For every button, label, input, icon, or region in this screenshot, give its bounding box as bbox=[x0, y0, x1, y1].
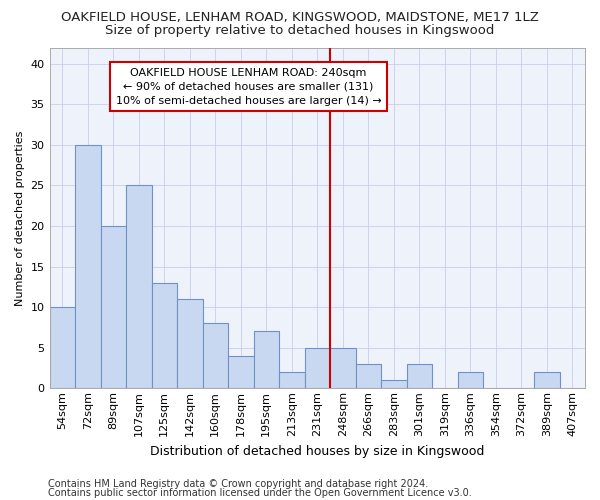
Bar bbox=[203, 324, 228, 388]
Text: OAKFIELD HOUSE LENHAM ROAD: 240sqm
← 90% of detached houses are smaller (131)
10: OAKFIELD HOUSE LENHAM ROAD: 240sqm ← 90%… bbox=[116, 68, 382, 106]
Bar bbox=[50, 307, 75, 388]
Bar bbox=[305, 348, 330, 389]
Bar bbox=[228, 356, 254, 388]
Bar bbox=[407, 364, 432, 388]
Text: Contains HM Land Registry data © Crown copyright and database right 2024.: Contains HM Land Registry data © Crown c… bbox=[48, 479, 428, 489]
Bar bbox=[381, 380, 407, 388]
X-axis label: Distribution of detached houses by size in Kingswood: Distribution of detached houses by size … bbox=[150, 444, 484, 458]
Bar bbox=[330, 348, 356, 389]
Bar bbox=[254, 332, 279, 388]
Bar bbox=[126, 186, 152, 388]
Bar bbox=[534, 372, 560, 388]
Bar bbox=[101, 226, 126, 388]
Bar bbox=[279, 372, 305, 388]
Y-axis label: Number of detached properties: Number of detached properties bbox=[15, 130, 25, 306]
Bar bbox=[458, 372, 483, 388]
Bar bbox=[177, 299, 203, 388]
Text: OAKFIELD HOUSE, LENHAM ROAD, KINGSWOOD, MAIDSTONE, ME17 1LZ: OAKFIELD HOUSE, LENHAM ROAD, KINGSWOOD, … bbox=[61, 11, 539, 24]
Bar bbox=[152, 283, 177, 389]
Text: Contains public sector information licensed under the Open Government Licence v3: Contains public sector information licen… bbox=[48, 488, 472, 498]
Bar bbox=[356, 364, 381, 388]
Text: Size of property relative to detached houses in Kingswood: Size of property relative to detached ho… bbox=[106, 24, 494, 37]
Bar bbox=[75, 145, 101, 388]
